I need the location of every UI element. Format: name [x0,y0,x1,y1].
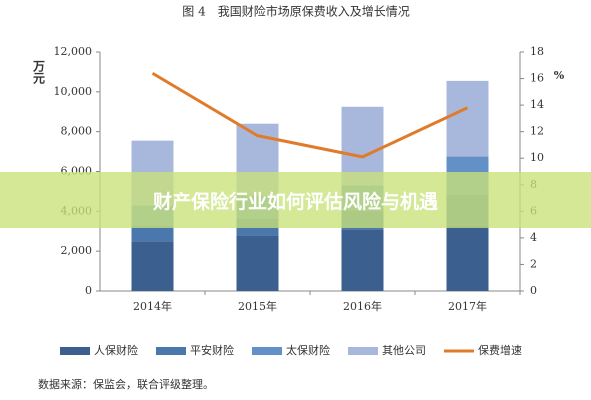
y2-tick-label: 16 [530,72,544,85]
bar-segment [131,225,174,242]
y-axis-label: 万元 [32,60,46,85]
bar-segment [131,241,174,291]
bar-segment [446,80,489,157]
bar-segment [236,235,279,291]
y-tick-label: 12,000 [54,45,93,58]
y2-tick-label: 10 [530,151,544,164]
bar-segment [446,225,489,291]
legend-key [348,347,378,355]
y2-tick-label: 14 [530,98,544,111]
y-tick-label: 2,000 [61,244,93,257]
y-tick-label: 0 [85,284,92,297]
chart-title: 图 4 我国财险市场原保费收入及增长情况 [182,4,409,19]
legend-key [60,347,90,355]
y2-tick-label: 18 [530,45,544,58]
legend-key [156,347,186,355]
banner: 财产保险行业如何评估风险与机遇 [0,172,591,228]
source: 数据来源：保监会，联合评级整理。 [38,377,214,391]
legend-label: 平安财险 [190,343,234,357]
y2-tick-label: 4 [530,231,537,244]
y-tick-label: 8,000 [61,125,93,138]
legend-key [252,347,282,355]
y-tick-label: 10,000 [54,85,93,98]
x-tick-label: 2014年 [133,299,172,313]
legend-label: 人保财险 [94,343,138,357]
y2-tick-label: 12 [530,125,544,138]
bar-segment [341,229,384,291]
legend-label: 保费增速 [478,343,522,357]
legend-label: 其他公司 [382,344,426,357]
x-tick-label: 2015年 [238,299,277,313]
y2-tick-label: 0 [530,284,537,297]
legend-label: 太保财险 [286,343,330,357]
line-series [151,71,469,159]
y2-tick-label: 2 [530,257,537,270]
x-tick-label: 2017年 [448,299,487,313]
y2-axis-label: % [554,69,565,82]
x-tick-label: 2016年 [343,299,382,313]
